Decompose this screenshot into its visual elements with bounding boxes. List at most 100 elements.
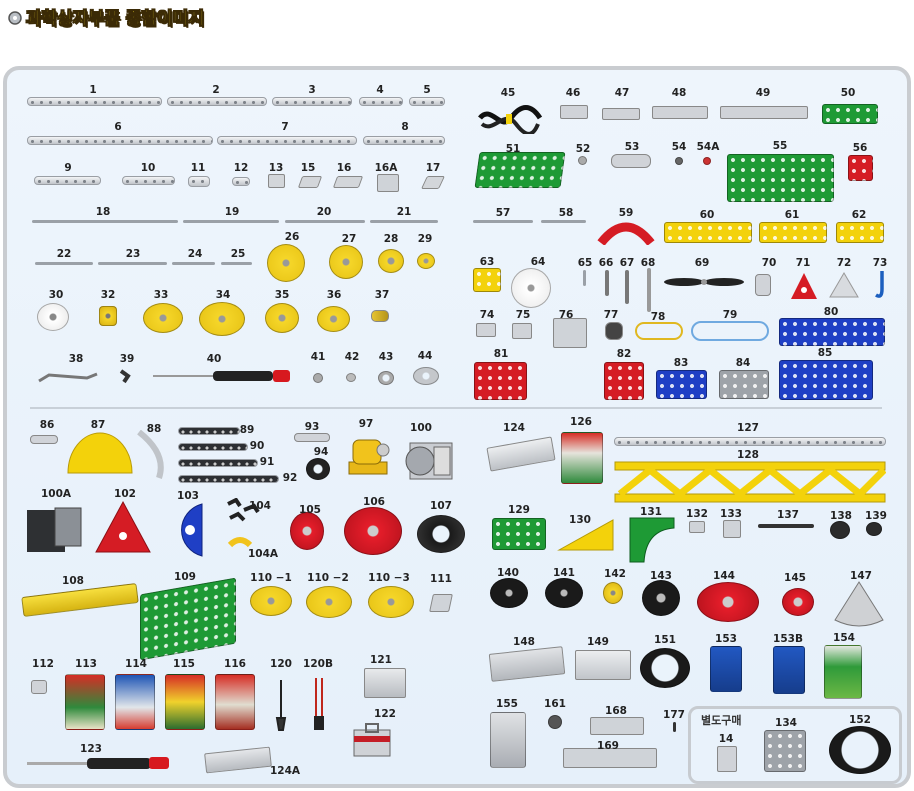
part-image [590,717,644,735]
part-image [250,586,292,616]
part-image [226,535,254,553]
part-number: 116 [224,658,246,670]
part-number: 47 [614,87,630,99]
part-image [578,156,587,165]
part-number: 114 [125,658,147,670]
part-number: 57 [495,207,511,219]
part-number: 82 [616,348,632,360]
part-number: 59 [618,207,634,219]
part-image [178,427,240,435]
part-image [32,220,178,223]
part-image [368,586,414,618]
part-image [560,105,588,119]
part-image [178,459,258,467]
part-image [122,176,175,185]
part-image [183,220,279,223]
part-image [306,586,352,618]
part-image [605,270,609,296]
part-image [143,303,183,333]
part-number: 94 [313,446,329,458]
part-number: 68 [640,257,656,269]
part-image [614,437,886,446]
part-image [541,220,586,223]
part-number: 87 [90,419,106,431]
part-image [764,730,806,772]
part-image [27,755,171,769]
part-number: 91 [259,456,275,468]
part-image [656,370,707,399]
part-number: 85 [817,347,833,359]
part-image [115,674,155,730]
part-image [27,136,213,145]
part-number: 134 [775,717,797,729]
part-number: 129 [508,504,530,516]
part-image [759,222,827,243]
part-image [188,176,210,187]
part-image [575,650,631,680]
part-image [604,362,644,400]
part-number: 13 [268,162,284,174]
part-image [67,432,133,474]
part-image [172,262,215,265]
part-image [429,594,453,612]
part-image [703,157,711,165]
part-number: 128 [737,449,759,461]
part-number: 24 [187,248,203,260]
part-number: 43 [378,351,394,363]
part-number: 73 [872,257,888,269]
part-number: 100 [410,422,432,434]
part-image [602,108,640,120]
part-image [836,222,884,243]
part-number: 50 [840,87,856,99]
part-image [35,262,93,265]
part-number: 83 [673,357,689,369]
part-number: 2 [212,84,220,96]
part-number: 32 [100,289,116,301]
part-image [614,461,887,503]
part-number: 38 [68,353,84,365]
part-image [824,645,862,699]
part-number: 80 [823,306,839,318]
part-number: 61 [784,209,800,221]
part-image [344,507,402,555]
part-image [779,318,885,346]
part-number: 153 [715,633,737,645]
part-number: 40 [206,353,222,365]
part-number: 169 [597,740,619,752]
part-number: 41 [310,351,326,363]
part-number: 36 [326,289,342,301]
part-number: 17 [425,162,441,174]
part-number: 46 [565,87,581,99]
gear-bullet-icon [6,8,24,26]
part-image [37,303,69,331]
part-image [37,369,99,383]
part-image [720,106,808,119]
part-number: 54 [671,141,687,153]
part-image [476,104,544,136]
part-number: 123 [80,743,102,755]
part-image [492,518,546,550]
part-number: 124A [269,765,301,777]
part-number: 66 [598,257,614,269]
part-number: 54A [696,141,720,153]
part-number: 120 [270,658,292,670]
part-number: 124 [503,422,525,434]
part-image [168,502,204,558]
part-number: 75 [515,309,531,321]
part-image [675,157,683,165]
part-number: 74 [479,309,495,321]
part-image [317,306,350,332]
part-image [31,680,47,694]
part-image [628,516,676,564]
part-number: 37 [374,289,390,301]
part-number: 26 [284,231,300,243]
part-number: 106 [363,496,385,508]
part-number: 103 [177,490,199,502]
part-number: 70 [761,257,777,269]
part-image [490,712,526,768]
part-number: 141 [553,567,575,579]
part-number: 92 [282,472,298,484]
part-number: 108 [62,575,84,587]
part-number: 62 [851,209,867,221]
part-image [199,302,245,336]
